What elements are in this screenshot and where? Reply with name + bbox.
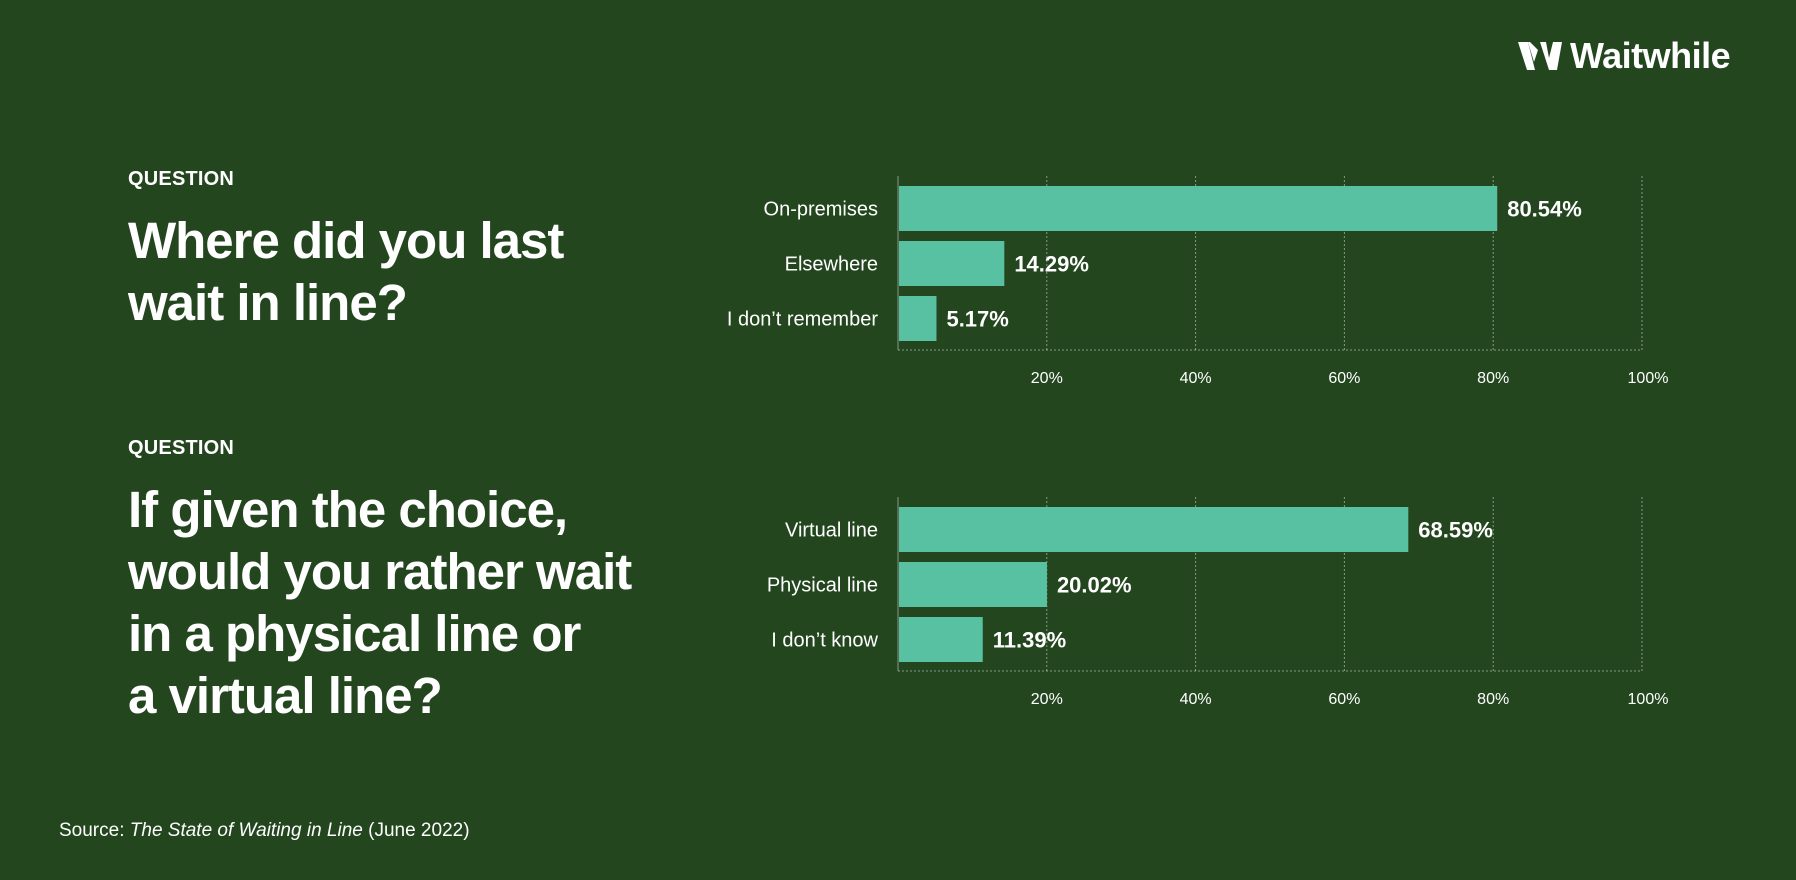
x-tick-label: 100% [1628,370,1669,387]
data-label: 68.59% [1418,518,1493,543]
source-prefix: Source: [59,820,130,841]
waitwhile-w-icon [1518,42,1562,70]
category-label: Virtual line [785,520,878,542]
x-tick-label: 20% [1031,370,1063,387]
x-tick-label: 100% [1628,691,1669,708]
x-tick-label: 60% [1328,370,1360,387]
x-tick-label: 60% [1328,691,1360,708]
category-label: Physical line [767,575,878,597]
bar [899,507,1409,552]
x-tick-label: 20% [1031,691,1063,708]
category-label: On-premises [764,199,878,221]
question-1-label: QUESTION [128,168,235,190]
data-label: 5.17% [946,307,1008,332]
x-tick-label: 80% [1477,370,1509,387]
source-note: Source: The State of Waiting in Line (Ju… [59,820,470,842]
chart-where-wait: On-premises 80.54% Elsewhere 14.29% I don’t … [727,176,1669,387]
bar [899,617,983,662]
source-title: The State of Waiting in Line [129,820,363,841]
x-tick-label: 40% [1180,370,1212,387]
bar [899,296,937,341]
data-label: 14.29% [1014,252,1089,277]
bar [899,562,1047,607]
category-label: I don’t remember [727,309,879,331]
x-tick-label: 40% [1180,691,1212,708]
category-label: I don’t know [771,630,878,652]
brand-logo: Waitwhile [1516,34,1752,78]
question-2-label: QUESTION [128,437,235,459]
brand-name: Waitwhile [1570,35,1731,76]
data-label: 80.54% [1507,197,1582,222]
question-2-title: If given the choice, would you rather wa… [128,481,632,724]
x-tick-label: 80% [1477,691,1509,708]
bar [899,241,1005,286]
category-label: Elsewhere [785,254,878,276]
bar [899,186,1498,231]
chart-line-preference: Virtual line 68.59% Physical line 20.02% I d… [767,497,1669,708]
data-label: 20.02% [1057,573,1132,598]
source-suffix: (June 2022) [362,820,470,841]
data-label: 11.39% [993,628,1066,653]
question-1-title: Where did you last wait in line? [128,212,564,331]
